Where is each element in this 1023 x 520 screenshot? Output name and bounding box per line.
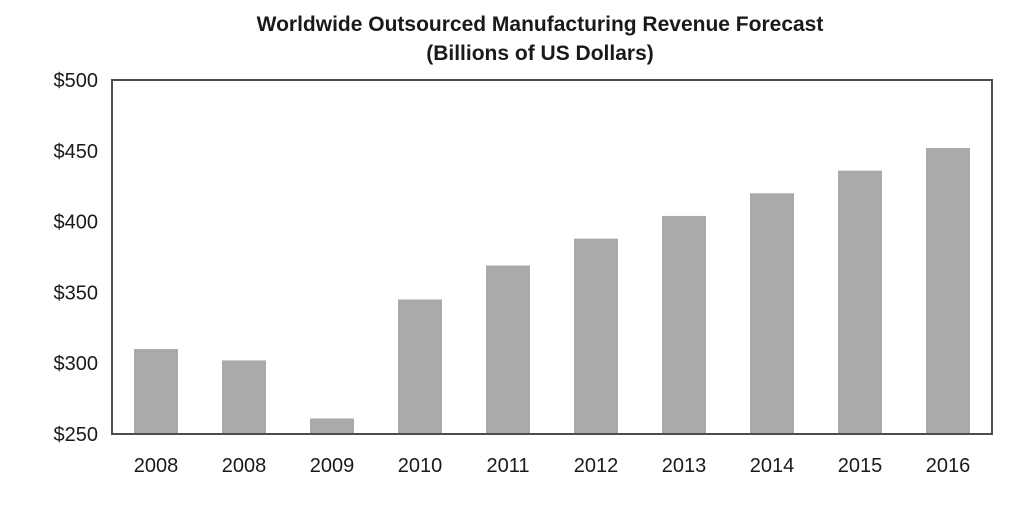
bar-6 — [662, 215, 706, 434]
chart-subtitle: (Billions of US Dollars) — [426, 42, 654, 65]
bar-1 — [222, 360, 266, 434]
bar-0 — [134, 349, 178, 434]
x-tick-label: 2012 — [574, 455, 619, 477]
bar-7 — [750, 193, 794, 434]
chart-title: Worldwide Outsourced Manufacturing Reven… — [257, 13, 824, 36]
bar-9 — [926, 147, 970, 434]
bar-2 — [310, 418, 354, 434]
bars-layer — [134, 147, 970, 434]
x-tick-label: 2008 — [222, 455, 267, 477]
y-tick-label: $300 — [54, 353, 99, 375]
y-tick-label: $250 — [54, 424, 99, 446]
bar-5 — [574, 238, 618, 434]
x-tick-label: 2015 — [838, 455, 883, 477]
y-tick-label: $500 — [54, 70, 99, 92]
x-axis: 2008 2008 2009 2010 2011 2012 2013 2014 2015 2016 — [134, 455, 971, 477]
x-tick-label: 2009 — [310, 455, 355, 477]
x-tick-label: 2013 — [662, 455, 707, 477]
x-tick-label: 2011 — [486, 455, 529, 477]
bar-4 — [486, 265, 530, 434]
bar-8 — [838, 170, 882, 434]
y-axis: $250 $300 $350 $400 $450 $500 — [54, 70, 99, 446]
x-tick-label: 2014 — [750, 455, 795, 477]
y-tick-label: $400 — [54, 212, 99, 234]
x-tick-label: 2008 — [134, 455, 179, 477]
plot-frame — [111, 79, 993, 435]
y-tick-label: $450 — [54, 141, 99, 163]
x-tick-label: 2010 — [398, 455, 443, 477]
y-tick-label: $350 — [54, 282, 99, 304]
bar-3 — [398, 299, 442, 434]
x-tick-label: 2016 — [926, 455, 971, 477]
